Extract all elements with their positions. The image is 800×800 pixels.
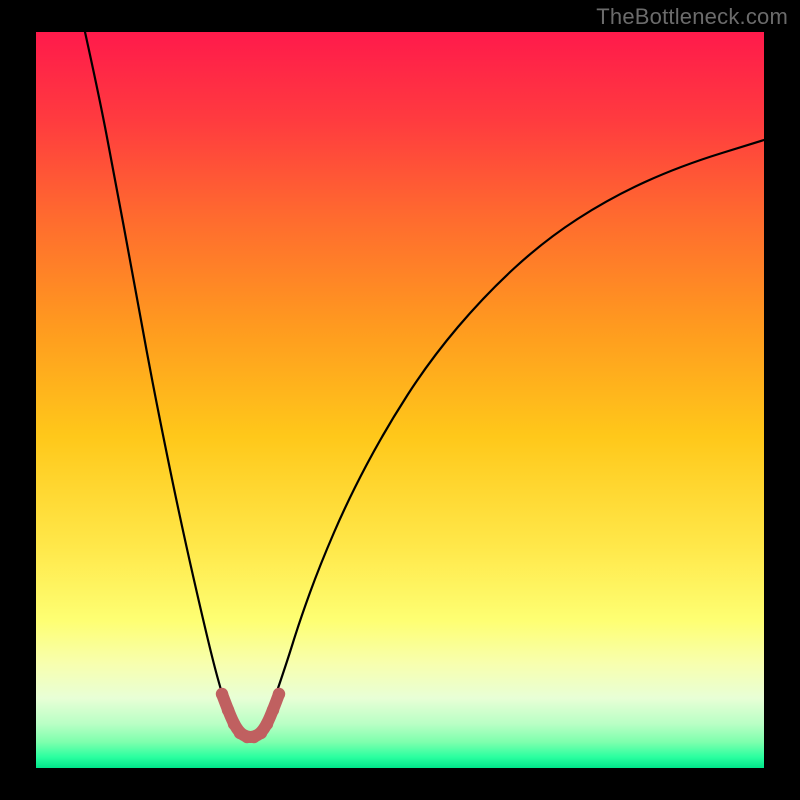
valley-dot	[222, 704, 234, 716]
watermark-text: TheBottleneck.com	[596, 4, 788, 30]
bottleneck-chart	[0, 0, 800, 800]
valley-dot	[267, 704, 279, 716]
chart-stage: TheBottleneck.com	[0, 0, 800, 800]
valley-dot	[216, 688, 228, 700]
valley-dot	[273, 688, 285, 700]
valley-dot	[261, 718, 273, 730]
